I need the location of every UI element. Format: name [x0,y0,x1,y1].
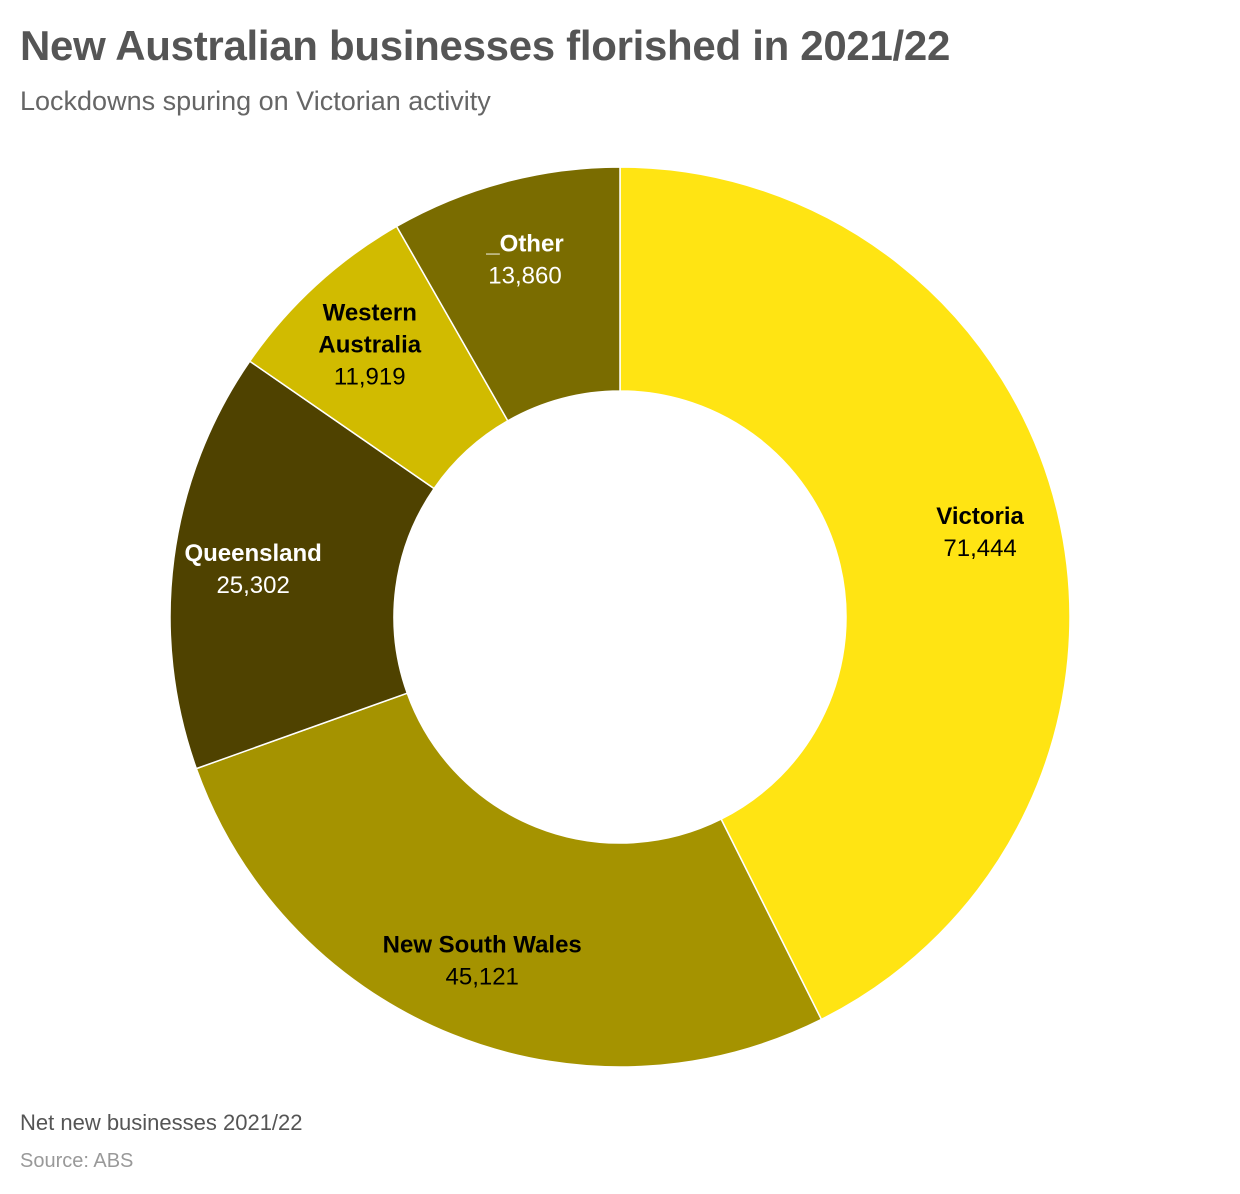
slice-label-western-australia-line-2: Australia [318,331,421,358]
donut-labels: Victoria 71,444 New South Wales 45,121 Queen… [184,230,1024,990]
chart-title: New Australian businesses florished in 2… [20,22,951,69]
slice-other [395,166,621,422]
slice-label-western-australia-line-1: Western [323,299,417,326]
slice-label-new-south-wales: New South Wales [383,931,582,958]
slice-value-victoria: 71,444 [943,535,1016,562]
slice-victoria [619,166,1071,1021]
slice-value-queensland: 25,302 [216,572,289,599]
slice-value-other: 13,860 [488,262,561,289]
slice-label-victoria: Victoria [936,503,1024,530]
slice-queensland [169,360,436,770]
slice-label-other: _Other [485,230,563,257]
slice-new-south-wales [195,692,823,1068]
donut-slices [169,166,1071,1068]
slice-value-western-australia: 11,919 [334,363,406,390]
chart-subtitle: Lockdowns spuring on Victorian activity [20,86,491,116]
slice-label-queensland: Queensland [184,540,321,567]
chart-source: Source: ABS [20,1150,134,1172]
chart-note: Net new businesses 2021/22 [20,1110,303,1135]
slice-value-new-south-wales: 45,121 [446,963,519,990]
